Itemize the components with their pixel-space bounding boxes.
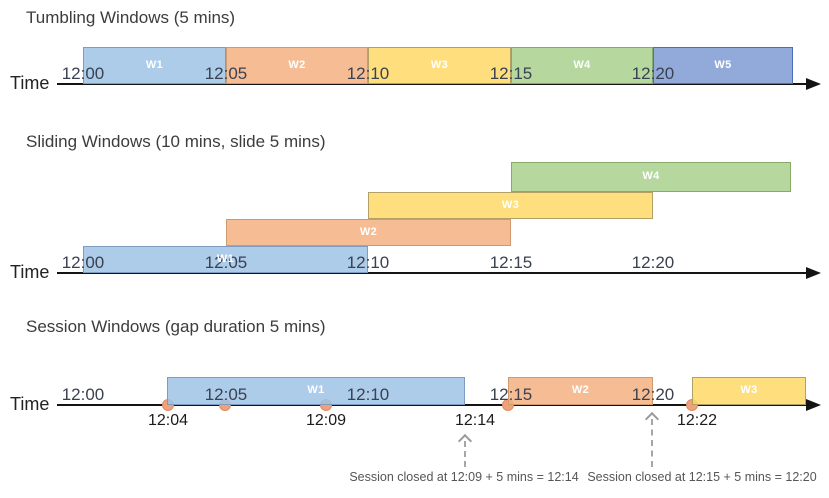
sliding-window-w3 bbox=[368, 192, 653, 219]
tumbling-tick-1215: 12:15 bbox=[489, 64, 533, 83]
session-event-label-1204: 12:04 bbox=[147, 412, 189, 429]
session-tick-1220: 12:20 bbox=[631, 385, 675, 404]
session-pointer-dash-line-1 bbox=[651, 419, 653, 467]
sliding-tick-1215: 12:15 bbox=[489, 253, 533, 272]
tumbling-time-axis-label: Time bbox=[10, 73, 50, 93]
session-event-label-1214: 12:14 bbox=[454, 412, 496, 429]
session-time-axis bbox=[57, 404, 808, 406]
tumbling-window-label-w1: W1 bbox=[145, 58, 164, 71]
session-tick-1215: 12:15 bbox=[489, 385, 533, 404]
session-tick-1205: 12:05 bbox=[204, 385, 248, 404]
session-tick-1200: 12:00 bbox=[61, 385, 105, 404]
session-tick-1210: 12:10 bbox=[346, 385, 390, 404]
tumbling-window-label-w2: W2 bbox=[288, 58, 306, 71]
sliding-axis-arrowhead-icon bbox=[806, 267, 821, 279]
sliding-window-w2 bbox=[226, 219, 511, 246]
tumbling-window-label-w4: W4 bbox=[573, 58, 591, 71]
session-window-label-w2: W2 bbox=[571, 384, 590, 396]
sliding-window-label-w2: W2 bbox=[359, 225, 378, 238]
tumbling-window-w3 bbox=[368, 47, 511, 84]
session-event-label-1222: 12:22 bbox=[676, 412, 718, 429]
tumbling-window-w1 bbox=[83, 47, 226, 84]
session-annotation-0: Session closed at 12:09 + 5 mins = 12:14 bbox=[349, 470, 579, 484]
sliding-window-label-w4: W4 bbox=[642, 170, 660, 182]
tumbling-window-w4 bbox=[511, 47, 653, 84]
sliding-window-w1 bbox=[83, 246, 368, 273]
tumbling-window-label-w3: W3 bbox=[430, 58, 449, 71]
session-window-w2 bbox=[508, 377, 653, 405]
session-window-label-w1: W1 bbox=[307, 384, 325, 396]
tumbling-windows-title: Tumbling Windows (5 mins) bbox=[26, 8, 236, 27]
tumbling-tick-1205: 12:05 bbox=[204, 64, 248, 83]
tumbling-axis-arrowhead-icon bbox=[806, 78, 821, 90]
tumbling-tick-1200: 12:00 bbox=[61, 64, 105, 83]
sliding-tick-1205: 12:05 bbox=[204, 253, 248, 272]
tumbling-window-label-w5: W5 bbox=[714, 58, 732, 71]
session-windows-title: Session Windows (gap duration 5 mins) bbox=[26, 317, 326, 336]
tumbling-window-w5 bbox=[653, 47, 793, 84]
session-window-w3 bbox=[692, 377, 806, 405]
session-annotation-1: Session closed at 12:15 + 5 mins = 12:20 bbox=[587, 470, 817, 484]
sliding-windows-title: Sliding Windows (10 mins, slide 5 mins) bbox=[26, 132, 326, 151]
sliding-window-w4 bbox=[511, 162, 791, 192]
sliding-tick-1200: 12:00 bbox=[61, 253, 105, 272]
session-pointer-dash-line-0 bbox=[464, 441, 466, 467]
session-event-label-1209: 12:09 bbox=[305, 412, 347, 429]
session-axis-arrowhead-icon bbox=[806, 399, 821, 411]
sliding-tick-1210: 12:10 bbox=[346, 253, 390, 272]
tumbling-tick-1210: 12:10 bbox=[346, 64, 390, 83]
session-window-label-w3: W3 bbox=[740, 384, 758, 396]
sliding-window-label-w1: W1 bbox=[216, 252, 235, 265]
session-time-axis-label: Time bbox=[10, 394, 50, 414]
tumbling-window-w2 bbox=[226, 47, 368, 84]
sliding-time-axis-label: Time bbox=[10, 262, 50, 282]
sliding-window-label-w3: W3 bbox=[501, 198, 520, 211]
tumbling-tick-1220: 12:20 bbox=[631, 64, 675, 83]
sliding-time-axis bbox=[57, 272, 808, 274]
session-window-w1 bbox=[167, 377, 465, 405]
tumbling-time-axis bbox=[57, 83, 808, 85]
sliding-tick-1220: 12:20 bbox=[631, 253, 675, 272]
